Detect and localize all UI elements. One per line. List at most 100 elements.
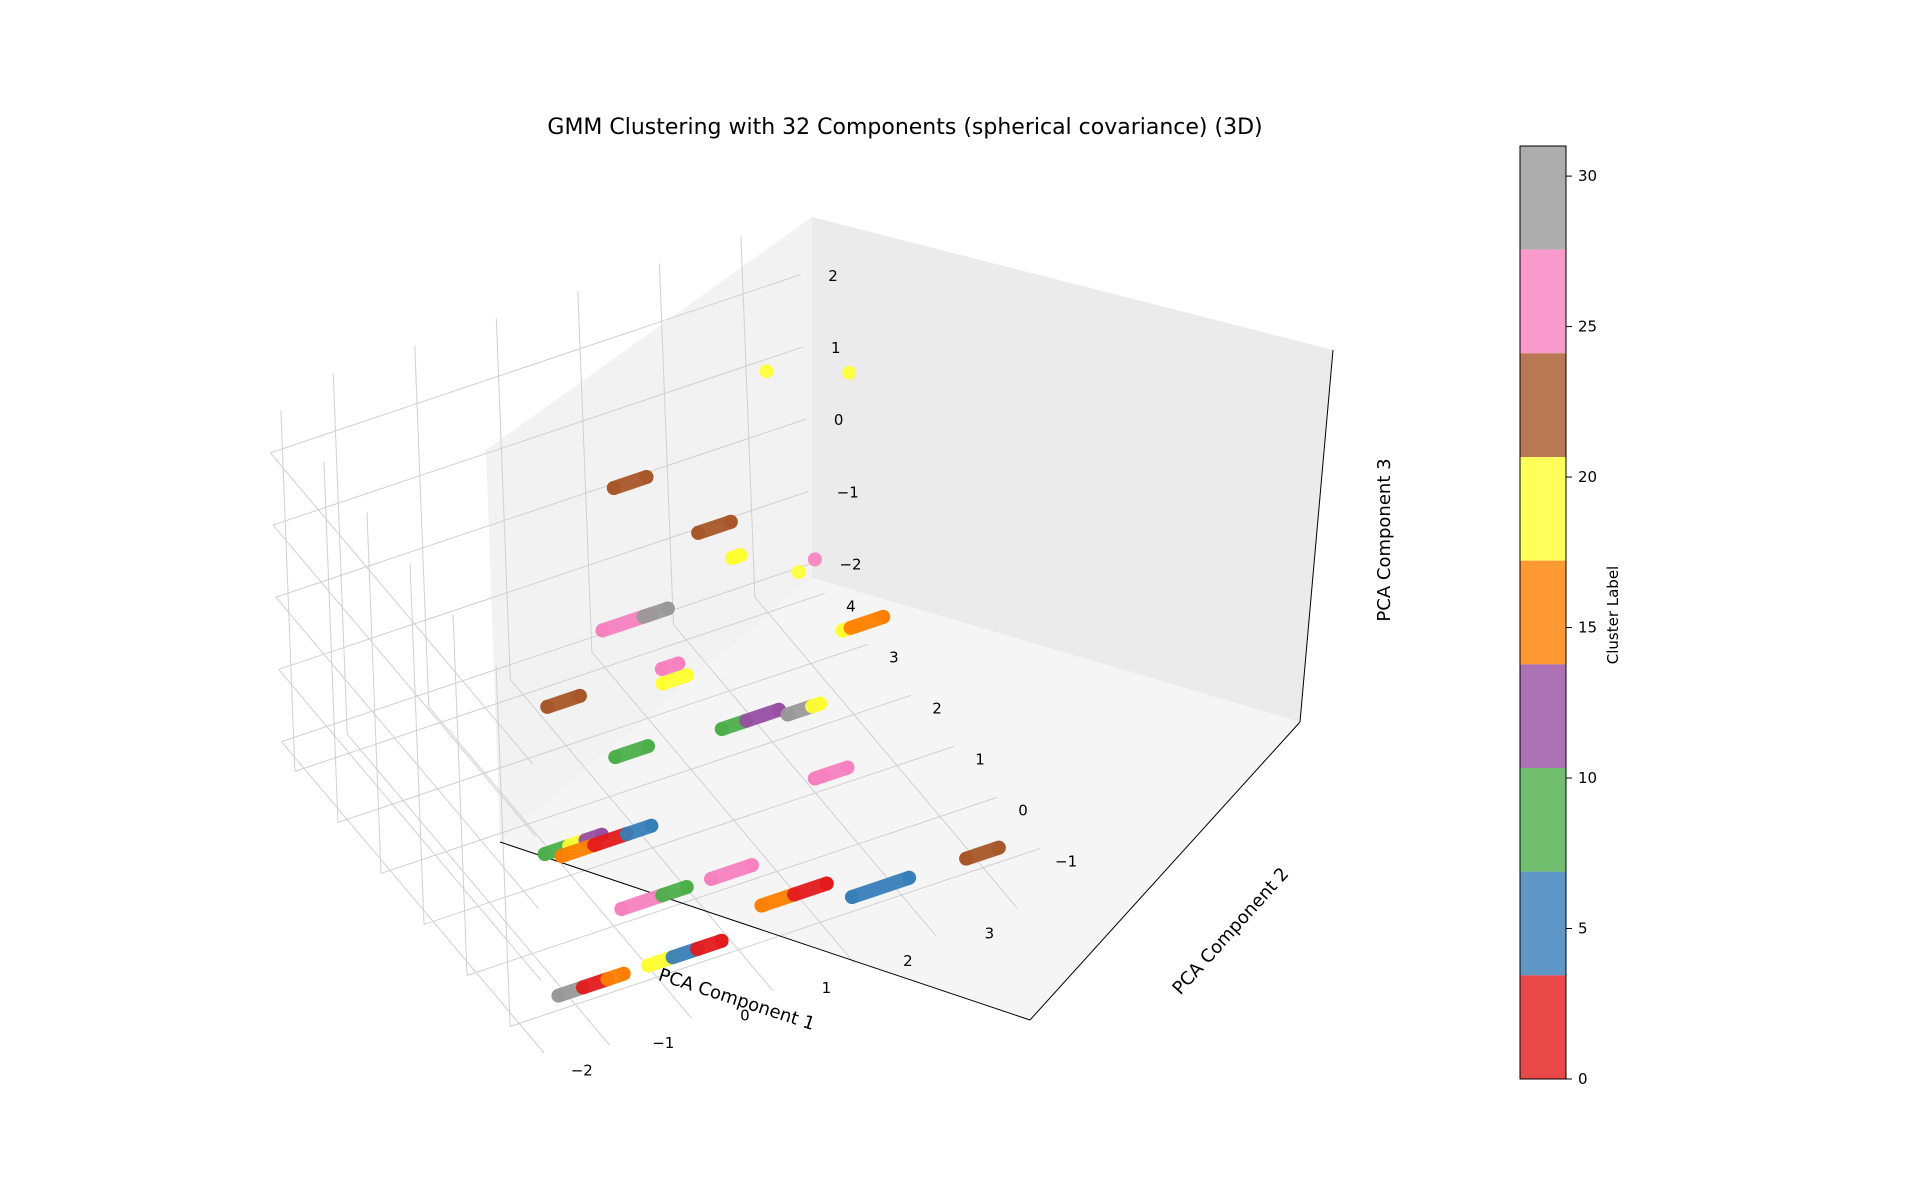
x-tick-label: 0 — [740, 1007, 750, 1025]
x-tick-label: 1 — [822, 979, 832, 997]
y-tick-label: 0 — [1018, 801, 1028, 819]
grid-line-z — [270, 274, 801, 454]
y-tick-label: 4 — [846, 597, 856, 615]
grid-line-x-back — [495, 318, 511, 680]
z-tick-label: −2 — [839, 556, 861, 574]
colorbar-segment — [1520, 249, 1566, 354]
cluster-streak — [619, 818, 659, 842]
colorbar-tick-label: 0 — [1578, 1070, 1588, 1088]
z-axis-label: PCA Component 3 — [1374, 458, 1395, 621]
grid-line-z-side — [275, 596, 539, 909]
grid-line-y — [294, 592, 826, 772]
y-tick-label: 2 — [932, 699, 942, 717]
y-tick-label: −1 — [1055, 852, 1077, 870]
axes-panes — [486, 217, 1333, 1020]
left-pane — [486, 217, 812, 842]
x-tick-label: 3 — [985, 924, 995, 942]
grid-line-x — [591, 651, 855, 964]
colorbar-tick-label: 5 — [1578, 920, 1588, 938]
cluster-streak — [606, 470, 654, 496]
colorbar-segment — [1520, 975, 1566, 1079]
z-axis-line — [1299, 349, 1334, 723]
cluster-streak — [739, 702, 786, 728]
grid-line-y-side — [323, 461, 339, 823]
z-tick-labels: −2 −1 0 1 2 — [828, 267, 861, 574]
cluster-streak — [725, 548, 748, 565]
grid-line-y — [337, 643, 869, 823]
grid-line-x-back — [332, 373, 348, 735]
cluster-streak — [636, 601, 675, 624]
cluster-streak — [845, 870, 917, 904]
colorbar-tick-label: 30 — [1578, 167, 1597, 185]
chart-title: GMM Clustering with 32 Components (spher… — [547, 115, 1262, 140]
grid-line-z — [281, 563, 812, 743]
scatter-points — [537, 364, 1006, 1003]
cluster-streak — [691, 514, 738, 540]
cluster-streak — [805, 696, 828, 714]
z-tick-label: 2 — [828, 267, 838, 285]
grid-line-y-side — [452, 614, 468, 976]
colorbar-segment — [1520, 871, 1566, 976]
cluster-streak — [600, 966, 631, 987]
colorbar-segment — [1520, 768, 1566, 872]
colorbar-segment — [1520, 560, 1566, 665]
cluster-streak — [608, 739, 655, 765]
y-tick-label: 3 — [889, 648, 899, 666]
cluster-streak — [654, 656, 686, 676]
grid-line-z — [275, 418, 806, 598]
colorbar-segment — [1520, 146, 1566, 250]
cluster-streak — [843, 609, 891, 635]
cluster-streak — [655, 668, 694, 691]
grid-line-z-side — [272, 524, 536, 837]
axis-lines — [499, 349, 1334, 1021]
colorbar-segment — [1520, 457, 1566, 561]
colorbar-segment — [1520, 353, 1566, 457]
grid-line-z-side — [281, 741, 545, 1054]
y-axis-label: PCA Component 2 — [1169, 864, 1294, 999]
back-pane — [812, 217, 1333, 722]
colorbar-tick-label: 25 — [1578, 318, 1597, 336]
cluster-streak — [655, 880, 694, 903]
cluster-streak — [690, 933, 729, 957]
grid-line-y-side — [409, 563, 425, 925]
scatter-point — [842, 365, 857, 380]
grid-line-x-back — [577, 290, 593, 652]
cluster-streak — [787, 876, 834, 902]
x-tick-labels: −2 −1 0 1 2 3 — [571, 924, 995, 1079]
cluster-streak — [614, 888, 670, 916]
colorbar-segment — [1520, 664, 1566, 768]
z-tick-label: 0 — [834, 411, 844, 429]
colorbar-frame — [1519, 145, 1567, 1080]
grid-line-x-back — [414, 345, 430, 707]
cluster-streak — [540, 688, 587, 714]
cluster-streak — [578, 827, 609, 848]
colorbar-label: Cluster Label — [1604, 566, 1622, 664]
x-axis-line — [499, 841, 1031, 1021]
colorbar — [1519, 145, 1567, 1080]
x-tick-label: 2 — [903, 952, 913, 970]
grid-line-z-side — [278, 669, 542, 982]
grid-lines — [269, 236, 1041, 1054]
scatter-point — [791, 565, 806, 580]
y-tick-label: 1 — [975, 750, 985, 768]
x-tick-label: −1 — [652, 1034, 674, 1052]
floor-pane — [500, 578, 1300, 1020]
grid-line-x-back — [658, 263, 674, 625]
y-tick-labels: −1 0 1 2 3 4 — [846, 597, 1077, 870]
grid-line-y — [509, 847, 1041, 1027]
cluster-streak — [959, 840, 1006, 866]
cluster-streak — [807, 760, 855, 786]
colorbar-tick-label: 10 — [1578, 769, 1597, 787]
grid-line-z — [272, 346, 804, 526]
grid-line-x-back — [740, 236, 756, 598]
scatter-point — [807, 552, 822, 567]
grid-line-y — [466, 796, 998, 976]
grid-line-y — [380, 694, 912, 874]
cluster-streak — [704, 858, 759, 886]
scatter-point — [759, 364, 774, 379]
x-axis-label: PCA Component 1 — [656, 965, 818, 1035]
colorbar-tick-label: 15 — [1578, 619, 1597, 637]
x-tick-label: −2 — [571, 1061, 593, 1079]
grid-line-z-side — [269, 452, 534, 765]
